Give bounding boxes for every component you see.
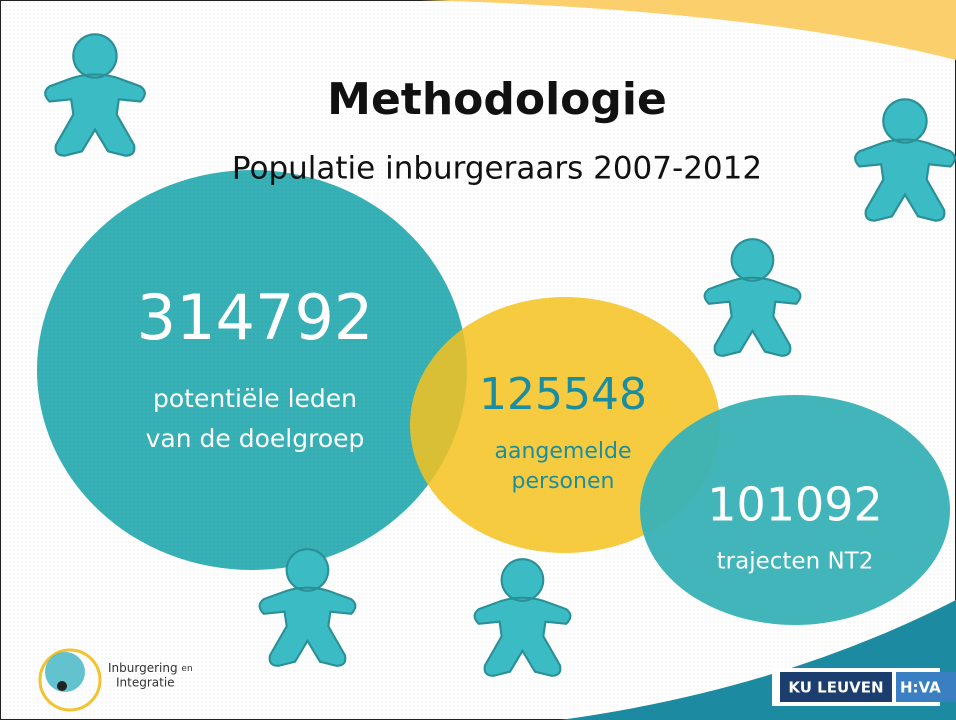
label: personen (512, 469, 615, 494)
logo-ring (38, 648, 102, 712)
subtitle: Populatie inburgeraars 2007-2012 (232, 151, 762, 187)
ku-text: KU LEUVEN (788, 679, 883, 697)
logo-ring (45, 652, 85, 692)
ku-logo (780, 672, 892, 702)
label: van de doelgroep (146, 424, 365, 453)
top-band (420, 0, 956, 60)
number: 125548 (479, 369, 647, 420)
hiva-logo (896, 672, 956, 702)
logo-text: Inburgering en (108, 661, 193, 675)
circle-trajects (640, 395, 950, 625)
hiva-text: H:VA (900, 679, 941, 697)
number: 314792 (137, 281, 374, 354)
logo-dot (57, 681, 67, 691)
logo-word: Inburgering (108, 661, 178, 675)
label: aangemelde (495, 439, 632, 464)
label: trajecten NT2 (717, 549, 874, 575)
logo-text: Integratie (116, 676, 175, 690)
number: 101092 (707, 478, 883, 532)
title: Methodologie (327, 74, 667, 125)
logo-word: en (181, 664, 192, 674)
logo-left: Inburgering en Integratie (38, 648, 193, 712)
circle-registered (410, 297, 720, 553)
circle-population (37, 170, 467, 570)
label: potentiële leden (153, 384, 357, 413)
